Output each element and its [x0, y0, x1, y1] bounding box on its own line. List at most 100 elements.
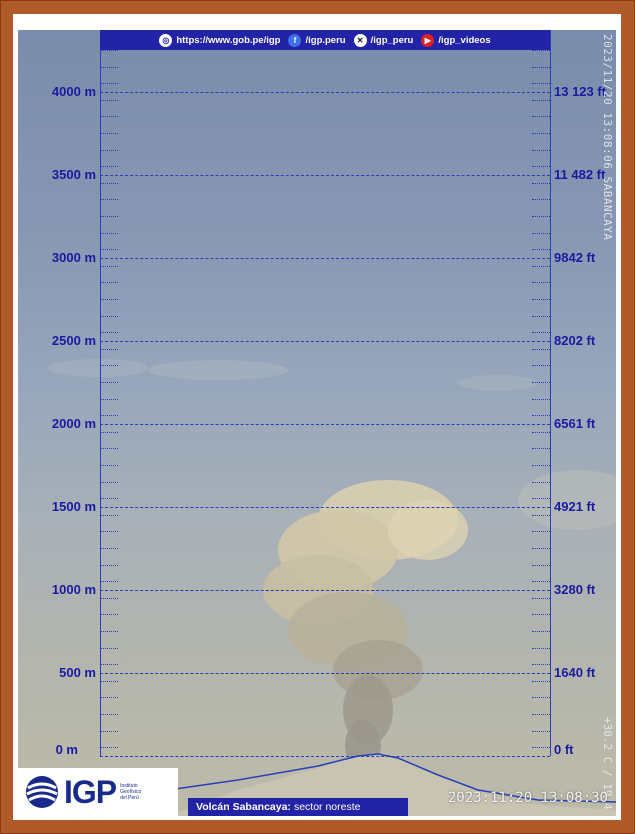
- minor-tick: [100, 265, 118, 267]
- cloud: [48, 359, 148, 377]
- minor-tick: [100, 548, 118, 549]
- minor-tick: [532, 99, 550, 101]
- grid-line-3000: [100, 258, 550, 259]
- minor-tick: [532, 83, 550, 85]
- minor-tick: [532, 299, 550, 300]
- minor-tick: [532, 232, 550, 234]
- minor-tick: [532, 166, 550, 168]
- minor-tick: [532, 182, 550, 184]
- globe-icon: ◎: [159, 33, 173, 47]
- minor-tick: [100, 481, 118, 483]
- minor-tick: [532, 730, 550, 732]
- youtube-icon: ▶: [421, 33, 435, 47]
- social-links-bar: ◎ https://www.gob.pe/igp f /igp.peru ✕ /…: [100, 30, 550, 50]
- left-axis: [100, 30, 101, 756]
- altitude-label-m: 2000 m: [51, 416, 96, 431]
- grid-line-2000: [100, 424, 550, 425]
- right-axis: [550, 30, 551, 756]
- minor-tick: [532, 315, 550, 317]
- minor-tick: [532, 465, 550, 466]
- minor-tick: [532, 581, 550, 583]
- minor-tick: [100, 514, 118, 516]
- altitude-label-m: 1500 m: [51, 499, 96, 514]
- minor-tick: [532, 597, 550, 599]
- altitude-label-ft: 0 ft: [554, 742, 574, 757]
- altitude-label-ft: 9842 ft: [554, 250, 596, 265]
- website-link[interactable]: ◎ https://www.gob.pe/igp: [159, 33, 281, 47]
- facebook-icon: f: [288, 33, 302, 47]
- minor-tick: [100, 315, 118, 317]
- minor-tick: [532, 398, 550, 400]
- altitude-label-m: 1000 m: [51, 582, 96, 597]
- grid-line-500: [100, 673, 550, 674]
- minor-tick: [100, 614, 118, 616]
- website-link-text: https://www.gob.pe/igp: [176, 34, 281, 46]
- grid-line-1500: [100, 507, 550, 508]
- altitude-label-m: 2500 m: [51, 333, 96, 348]
- grid-line-1000: [100, 590, 550, 591]
- minor-tick: [532, 664, 550, 666]
- minor-tick: [100, 382, 118, 383]
- volcano-caption: Volcán Sabancaya: sector noreste: [188, 798, 408, 816]
- camera-vertical-stamp: 2023/11/20 13:08:06 SABANCAYA: [601, 34, 614, 241]
- minor-tick: [100, 83, 118, 85]
- minor-tick: [100, 398, 118, 400]
- igp-globe-icon: [26, 776, 58, 808]
- camera-timestamp: 2023:11:20 13:08:30: [447, 790, 608, 806]
- minor-tick: [532, 265, 550, 267]
- x-link[interactable]: ✕ /igp_peru: [353, 33, 413, 47]
- ash-plume: [263, 480, 468, 770]
- x-icon: ✕: [353, 33, 367, 47]
- youtube-link-text: /igp_videos: [438, 34, 491, 46]
- minor-tick: [532, 365, 550, 367]
- minor-tick: [100, 99, 118, 101]
- minor-tick: [100, 730, 118, 732]
- altitude-label-ft: 11 482 ft: [554, 167, 606, 182]
- minor-tick: [100, 182, 118, 184]
- minor-tick: [532, 50, 550, 51]
- altitude-label-m: 500 m: [59, 665, 96, 680]
- grid-line-0: [100, 756, 550, 757]
- facebook-link[interactable]: f /igp.peru: [288, 33, 346, 47]
- facebook-link-text: /igp.peru: [305, 34, 346, 46]
- minor-tick: [100, 365, 118, 367]
- grid-line-4000: [100, 92, 550, 93]
- minor-tick: [532, 66, 550, 68]
- igp-logo: IGP Instituto Geofísico del Perú: [18, 768, 178, 816]
- altitude-label-ft: 6561 ft: [554, 416, 596, 431]
- minor-tick: [100, 747, 118, 749]
- minor-tick: [532, 714, 550, 715]
- minor-tick: [100, 431, 118, 433]
- altitude-label-ft: 3280 ft: [554, 582, 596, 597]
- camera-temperature: +30.2 C / 19.4: [601, 717, 614, 810]
- minor-tick: [100, 299, 118, 300]
- minor-tick: [100, 232, 118, 234]
- minor-tick: [100, 680, 118, 682]
- youtube-link[interactable]: ▶ /igp_videos: [421, 33, 491, 47]
- minor-tick: [532, 481, 550, 483]
- minor-tick: [100, 116, 118, 118]
- minor-tick: [532, 282, 550, 284]
- minor-tick: [100, 133, 118, 134]
- minor-tick: [100, 332, 118, 334]
- minor-tick: [532, 531, 550, 533]
- altitude-label-ft: 1640 ft: [554, 665, 596, 680]
- minor-tick: [532, 382, 550, 383]
- minor-tick: [100, 597, 118, 599]
- altitude-label-m: 3000 m: [51, 250, 96, 265]
- minor-tick: [532, 431, 550, 433]
- volcano-name: Volcán Sabancaya:: [196, 801, 291, 813]
- minor-tick: [532, 498, 550, 500]
- minor-tick: [532, 216, 550, 217]
- minor-tick: [100, 216, 118, 217]
- minor-tick: [532, 747, 550, 749]
- minor-tick: [532, 548, 550, 549]
- grid-line-2500: [100, 341, 550, 342]
- minor-tick: [532, 448, 550, 450]
- minor-tick: [100, 498, 118, 500]
- cloud: [458, 375, 538, 391]
- minor-tick: [100, 50, 118, 51]
- altitude-label-m: 0 m: [55, 742, 78, 757]
- minor-tick: [532, 249, 550, 251]
- altitude-label-ft: 4921 ft: [554, 499, 596, 514]
